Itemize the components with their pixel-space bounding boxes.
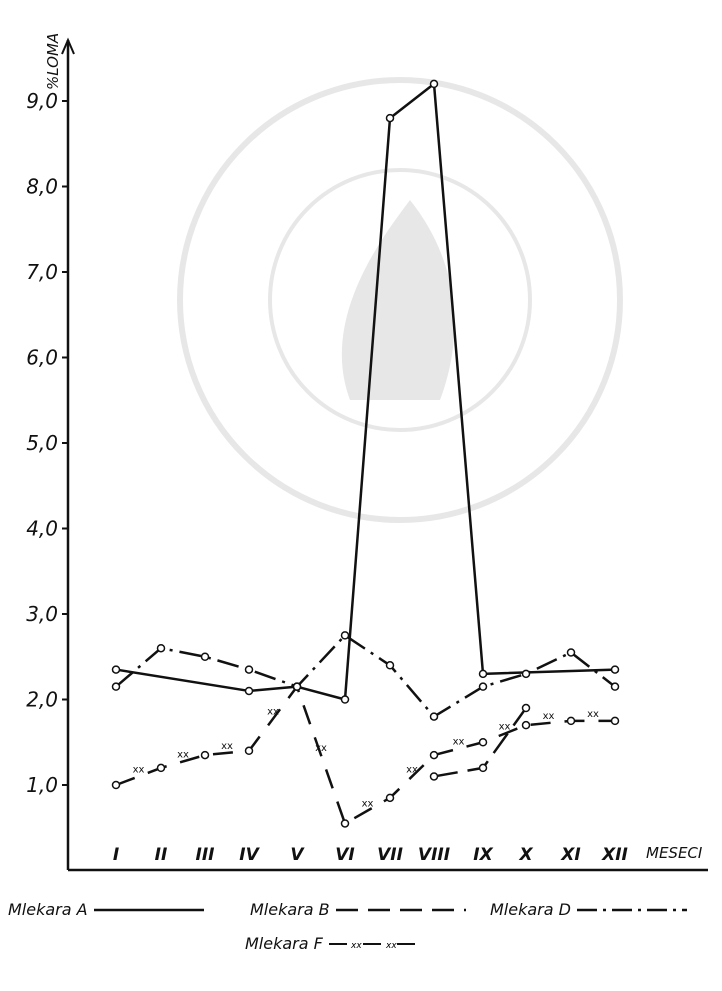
- x-tick-label: VII: [377, 845, 403, 865]
- data-point-mlekara-d: [244, 665, 254, 674]
- x-tick-label: IV: [239, 845, 260, 865]
- series-layer: xx xx xx xx xx xx xx xx xx xx xx: [111, 79, 620, 828]
- y-tick-label: 9,0: [26, 89, 58, 113]
- legend-swatch-dash-dot: [576, 908, 687, 911]
- data-point-mlekara-f: [521, 720, 531, 730]
- x-tick-label: XI: [560, 845, 580, 865]
- x-tick-label: IX: [473, 845, 493, 865]
- data-point-mlekara-f: [429, 750, 439, 760]
- data-point-mlekara-d: [200, 652, 210, 661]
- series-mlekara-d: [111, 631, 620, 721]
- data-point-mlekara-a: [111, 665, 121, 674]
- series-line-mlekara-a: [115, 82, 616, 701]
- data-point-mlekara-f: [292, 682, 302, 691]
- series-marker-x: xx: [315, 743, 327, 754]
- x-tick-label: II: [155, 845, 168, 865]
- series-mlekara-f: xx xx xx xx xx xx xx xx xx xx xx: [111, 682, 620, 828]
- data-point-mlekara-b: [429, 772, 439, 781]
- series-marker-x: xx: [267, 707, 279, 718]
- data-point-mlekara-f: [478, 738, 488, 747]
- x-tick-label: XII: [601, 845, 628, 865]
- y-axis-label: %LOMA: [44, 33, 62, 90]
- series-line-mlekara-f: [115, 685, 615, 825]
- legend-swatch-dash-x: xx xx: [328, 941, 429, 950]
- legend-label-mlekara-b: Mlekara B: [250, 900, 330, 919]
- x-tick-label: III: [196, 845, 215, 865]
- legend-label-mlekara-d: Mlekara D: [490, 900, 571, 919]
- data-point-mlekara-b: [521, 703, 531, 713]
- data-point-mlekara-a: [340, 695, 350, 704]
- data-point-mlekara-a: [385, 113, 395, 123]
- data-point-mlekara-a: [244, 686, 254, 696]
- legend-label-mlekara-f: Mlekara F: [245, 934, 323, 953]
- y-tick-label: 2,0: [26, 688, 58, 712]
- data-point-mlekara-d: [111, 682, 121, 691]
- series-marker-x: xx: [177, 749, 189, 760]
- data-point-mlekara-f: [111, 780, 121, 790]
- data-point-mlekara-f: [340, 819, 350, 828]
- data-point-mlekara-d: [610, 682, 620, 691]
- series-marker-x: xx: [499, 722, 511, 733]
- y-tick-label: 3,0: [26, 602, 58, 626]
- legend-item-mlekara-b: Mlekara B: [250, 900, 466, 919]
- y-tick-label: 8,0: [26, 175, 58, 199]
- data-point-mlekara-f: [200, 750, 210, 760]
- x-tick-label: VIII: [418, 845, 450, 865]
- series-mlekara-b: [429, 703, 531, 781]
- legend-item-mlekara-a: Mlekara A: [8, 900, 204, 919]
- series-marker-x: xx: [133, 764, 145, 775]
- x-axis-label: MESECI: [646, 844, 703, 862]
- data-point-mlekara-d: [478, 682, 488, 691]
- series-marker-x: xx: [587, 709, 599, 720]
- data-point-mlekara-f: [610, 716, 620, 726]
- data-point-mlekara-d: [340, 631, 350, 640]
- y-tick-label: 5,0: [26, 431, 58, 455]
- series-line-mlekara-d: [115, 634, 616, 718]
- data-point-mlekara-f: [566, 716, 576, 726]
- series-mlekara-a: [111, 79, 620, 704]
- y-axis-arrow: [61, 37, 75, 55]
- legend-label-mlekara-a: Mlekara A: [8, 900, 88, 919]
- line-chart: 1,02,03,04,05,06,07,08,09,0 I II III IV V VI V…: [26, 33, 708, 872]
- legend-swatch-solid: [93, 908, 204, 911]
- data-point-mlekara-d: [521, 669, 531, 679]
- series-marker-x: xx: [406, 764, 418, 775]
- legend-item-mlekara-f: Mlekara F xx xx: [245, 934, 429, 953]
- y-tick-label: 7,0: [26, 260, 58, 284]
- svg-text:xx: xx: [350, 941, 362, 950]
- x-tick-label: V: [290, 845, 305, 865]
- x-tick-label: VI: [335, 845, 354, 865]
- data-point-mlekara-f: [244, 746, 254, 756]
- y-axis: 1,0 2,0 3,0 4,0 5,0 6,0 7,0 8,0 9,0: [26, 37, 75, 870]
- data-point-mlekara-f: [156, 763, 166, 773]
- data-point-mlekara-b: [478, 763, 488, 773]
- data-point-mlekara-d: [566, 648, 576, 657]
- x-tick-label: I: [113, 845, 119, 865]
- series-marker-x: xx: [543, 711, 555, 722]
- data-point-mlekara-f: [385, 793, 395, 803]
- x-axis: I II III IV V VI VII VIII IX X XI XII: [68, 845, 708, 872]
- series-marker-x: xx: [362, 799, 374, 810]
- legend: Mlekara A Mlekara B Mlekara D Mlekara F …: [0, 900, 722, 970]
- data-point-mlekara-a: [610, 665, 620, 674]
- data-point-mlekara-a: [429, 79, 439, 89]
- series-marker-x: xx: [453, 737, 465, 748]
- legend-item-mlekara-d: Mlekara D: [490, 900, 687, 919]
- data-point-mlekara-a: [478, 669, 488, 679]
- data-point-mlekara-d: [156, 643, 166, 653]
- y-tick-label: 6,0: [26, 346, 58, 370]
- y-tick-label: 4,0: [26, 517, 58, 541]
- x-tick-label: X: [518, 845, 533, 865]
- data-point-mlekara-d: [385, 661, 395, 670]
- svg-text:xx: xx: [385, 941, 397, 950]
- data-point-mlekara-d: [429, 712, 439, 721]
- y-tick-label: 1,0: [26, 773, 58, 797]
- legend-swatch-dashed: [335, 908, 466, 911]
- series-marker-x: xx: [221, 741, 233, 752]
